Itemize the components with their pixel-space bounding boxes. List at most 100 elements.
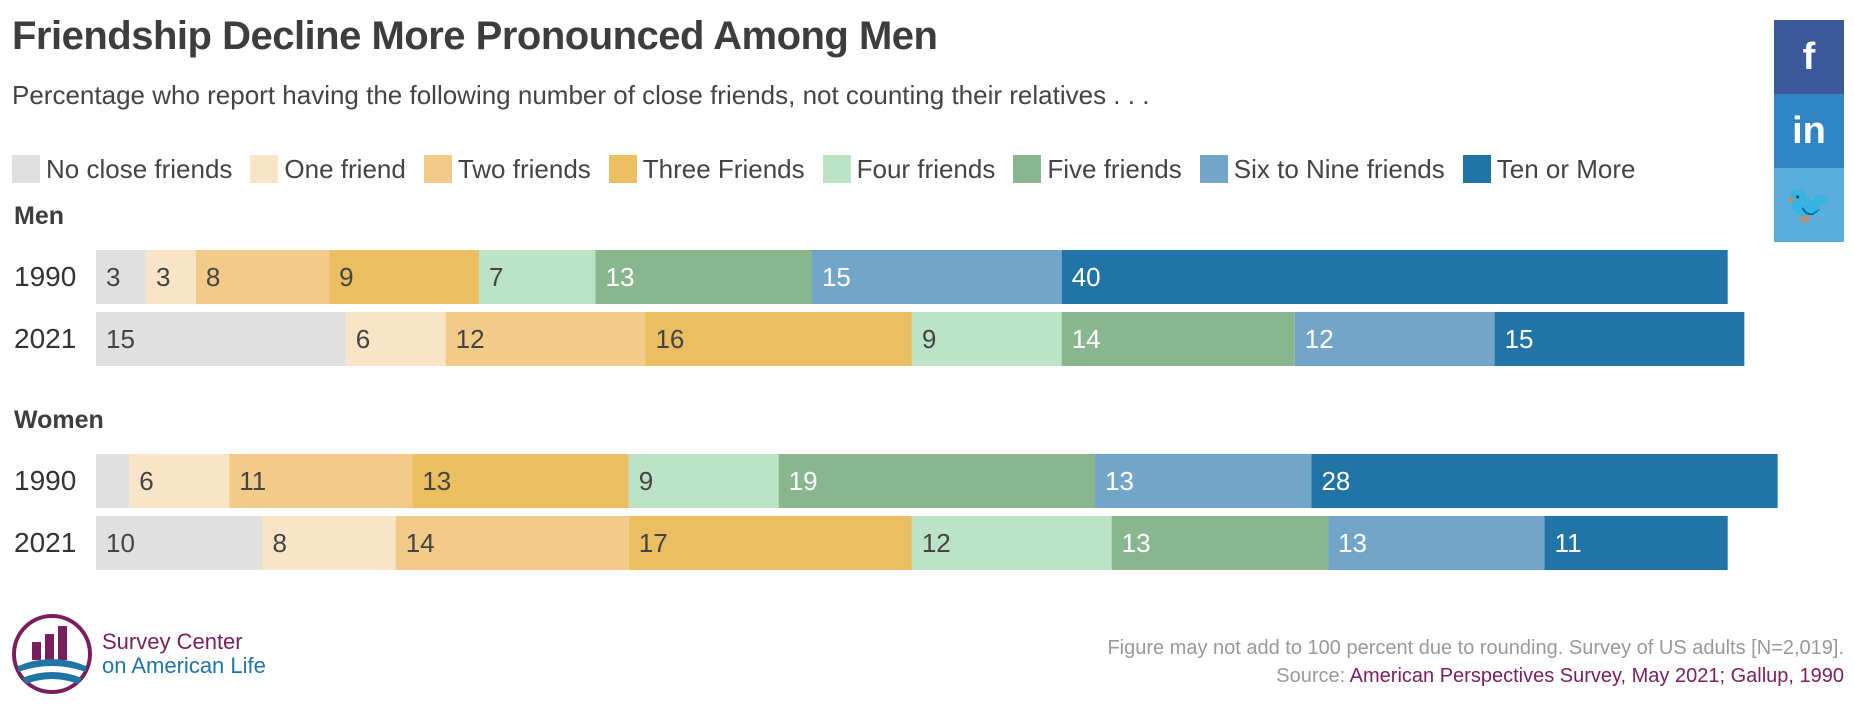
legend-label: No close friends	[46, 153, 233, 184]
bar-segment	[911, 516, 1112, 570]
bar-segment	[412, 454, 629, 508]
bar-segment	[595, 250, 812, 304]
bar-value-label: 13	[1122, 528, 1151, 558]
bar-segment	[628, 454, 779, 508]
bar-value-label: 13	[422, 466, 451, 496]
legend-label: Two friends	[457, 153, 591, 184]
bar-value-label: 13	[1338, 528, 1367, 558]
bar-segment	[811, 250, 1062, 304]
legend-swatch	[1013, 155, 1042, 183]
bar-value-label: 12	[1305, 324, 1334, 354]
logo-text: Survey Center on American Life	[102, 630, 266, 678]
footnote: Figure may not add to 100 percent due to…	[1107, 634, 1844, 690]
logo: Survey Center on American Life	[10, 612, 266, 696]
bar-segment	[229, 454, 413, 508]
legend-item: Ten or More	[1462, 153, 1636, 185]
bar-value-label: 6	[356, 324, 370, 354]
bar-value-label: 16	[655, 324, 684, 354]
legend-item: No close friends	[12, 154, 232, 185]
bar-value-label: 8	[206, 262, 220, 292]
bar-value-label: 11	[1555, 528, 1582, 558]
bar-value-label: 15	[822, 262, 851, 292]
linkedin-icon[interactable]: in	[1774, 94, 1844, 168]
bar-segment	[195, 250, 330, 304]
rounding-note: Figure may not add to 100 percent due to…	[1107, 637, 1844, 659]
logo-line-1: Survey Center	[102, 629, 243, 654]
bar-value-label: 17	[639, 528, 668, 558]
bar-segment	[96, 250, 146, 304]
bar-value-label: 40	[1072, 262, 1101, 292]
legend-swatch	[1462, 155, 1491, 183]
bar-segment	[628, 516, 912, 570]
bar-segment	[145, 250, 196, 304]
legend-swatch	[608, 155, 637, 183]
bar-segment	[345, 312, 446, 366]
bar-segment	[1328, 516, 1545, 570]
bar-value-label: 14	[406, 528, 435, 558]
bar-segment	[96, 516, 263, 570]
legend-label: Four friends	[856, 153, 996, 184]
bar-segment	[329, 250, 479, 304]
legend-swatch	[822, 155, 851, 183]
bar-segment	[96, 312, 346, 366]
bar-value-label: 15	[1505, 324, 1534, 354]
bar-value-label: 3	[106, 262, 120, 292]
bar-segment	[1544, 516, 1728, 570]
bar-value-label: 7	[489, 262, 503, 292]
bar-value-label: 12	[922, 528, 951, 558]
row-label: 1990	[14, 465, 76, 496]
legend-swatch	[12, 155, 40, 183]
legend-swatch	[250, 155, 279, 183]
legend-item: Six to Nine friends	[1199, 154, 1445, 185]
legend-label: Ten or More	[1496, 153, 1636, 184]
facebook-icon[interactable]: f	[1774, 20, 1844, 94]
bar-segment	[1111, 516, 1329, 570]
source-line: Source: American Perspectives Survey, Ma…	[1107, 662, 1844, 690]
source-link[interactable]: American Perspectives Survey, May 2021; …	[1349, 665, 1844, 687]
legend-item: One friend	[250, 153, 406, 185]
bar-segment	[395, 516, 629, 570]
bar-segment	[911, 312, 1062, 366]
legend: No close friends One friend Two friends Thr…	[12, 152, 1653, 186]
chart-title: Friendship Decline More Pronounced Among…	[12, 14, 938, 58]
bar-value-label: 15	[106, 324, 135, 354]
bar-value-label: 12	[456, 324, 485, 354]
bar-value-label: 10	[106, 528, 135, 558]
row-label: 2021	[14, 323, 76, 354]
bar-value-label: 13	[606, 262, 635, 292]
bar-value-label: 9	[922, 324, 936, 354]
bar-value-label: 8	[273, 528, 287, 558]
legend-item: Four friends	[822, 153, 996, 185]
source-prefix: Source:	[1276, 665, 1346, 687]
legend-label: One friend	[284, 153, 406, 184]
social-share-bar: f in 🐦	[1774, 20, 1844, 242]
legend-label: Three Friends	[642, 153, 805, 184]
row-label: 1990	[14, 261, 76, 292]
bar-value-label: 13	[1105, 466, 1134, 496]
chart-subtitle: Percentage who report having the followi…	[12, 80, 1150, 110]
bar-value-label: 19	[789, 466, 818, 496]
bar-value-label: 9	[639, 466, 653, 496]
bar-segment	[1494, 312, 1745, 366]
bar-value-label: 6	[139, 466, 153, 496]
bar-segment	[1294, 312, 1495, 366]
bar-segment	[478, 250, 596, 304]
bar-segment	[129, 454, 230, 508]
logo-icon	[12, 614, 92, 694]
bar-segment	[1061, 312, 1295, 366]
legend-item: Two friends	[423, 153, 591, 185]
bar-segment	[445, 312, 646, 366]
legend-swatch	[1199, 155, 1228, 183]
bar-value-label: 9	[339, 262, 353, 292]
legend-item: Five friends	[1013, 153, 1182, 185]
stacked-bar-chart: Men 1990 3 3 8 9 7 13 15 40 2021 15 6 12 16 9 14 12 15 Wome…	[14, 202, 1778, 570]
twitter-icon[interactable]: 🐦	[1774, 168, 1844, 242]
bar-segment	[778, 454, 1095, 508]
legend-label: Five friends	[1047, 153, 1182, 184]
group-label: Men	[14, 202, 64, 230]
bar-segment	[96, 454, 130, 508]
logo-line-2: on American Life	[102, 653, 266, 678]
legend-swatch	[423, 155, 452, 183]
bar-value-label: 28	[1321, 466, 1350, 496]
legend-item: Three Friends	[608, 153, 805, 185]
